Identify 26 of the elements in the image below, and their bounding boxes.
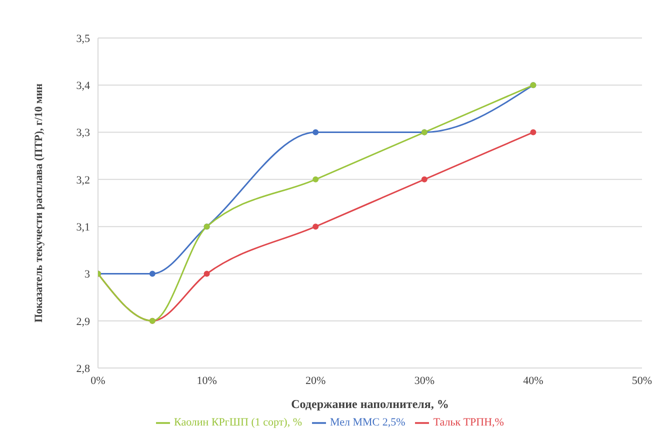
legend-label: Тальк ТРПН,% (433, 416, 504, 429)
y-tick-label: 2,8 (76, 362, 90, 375)
y-tick-label: 3,4 (76, 80, 90, 92)
y-tick-label: 2,9 (76, 316, 90, 328)
point (149, 270, 156, 277)
x-tick-label: 30% (414, 374, 434, 387)
x-tick-label: 20% (306, 374, 326, 387)
y-tick-label: 3 (84, 268, 90, 281)
x-tick-label: 0% (90, 374, 106, 387)
y-tick-label: 3,3 (76, 127, 90, 140)
point (530, 129, 536, 136)
x-tick-label: 50% (632, 374, 652, 387)
y-tick-label: 3,2 (76, 174, 90, 186)
x-tick-label: 10% (196, 374, 217, 387)
point (421, 176, 428, 182)
y-tick-label: 3,1 (76, 221, 90, 234)
point (312, 129, 319, 136)
y-tick-label: 3,5 (76, 32, 90, 45)
x-tick-label: 40% (523, 374, 544, 387)
x-axis-title: Содержание наполнителя, % (291, 397, 449, 411)
point (204, 270, 210, 277)
point (312, 224, 319, 230)
y-axis-title: Показатель текучести расплава (ПТР), г/10 мин (32, 82, 45, 323)
legend-label: Каолин КРгШП (1 сорт), % (174, 416, 302, 429)
point (312, 176, 319, 182)
legend-label: Мел ММС 2,5% (330, 416, 406, 429)
